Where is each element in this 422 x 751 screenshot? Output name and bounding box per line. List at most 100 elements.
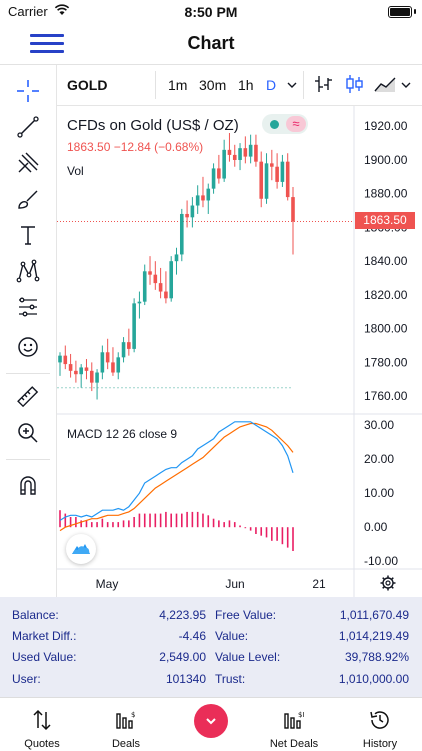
tab-label: Net Deals <box>269 738 319 750</box>
macd-histogram-bar <box>191 511 194 528</box>
clock: 8:50 PM <box>184 4 238 20</box>
trend-line-icon[interactable] <box>0 109 56 145</box>
macd-legend: MACD 12 26 close 9 <box>67 427 178 441</box>
prediction-icon[interactable] <box>0 289 56 325</box>
svg-text:$I: $I <box>298 711 305 719</box>
tab-history[interactable]: History <box>338 698 422 751</box>
macd-histogram-bar <box>143 513 146 528</box>
macd-histogram-bar <box>96 522 98 528</box>
candle-body <box>68 364 73 371</box>
price-tick-label: 1800.00 <box>364 322 408 336</box>
macd-histogram-bar <box>90 522 93 528</box>
candle-body <box>137 301 142 304</box>
toolbar-divider <box>6 373 50 374</box>
tab-net-deals[interactable]: $I Net Deals <box>252 698 336 751</box>
candle-body <box>227 149 232 155</box>
candle-chart-icon[interactable] <box>343 73 365 95</box>
price-tick-label: 1820.00 <box>364 288 408 302</box>
free-value-label: Free Value: <box>215 608 277 622</box>
time-tick-label: Jun <box>225 577 244 591</box>
pitchfork-icon[interactable] <box>0 145 56 181</box>
macd-histogram-bar <box>64 513 67 528</box>
area-chart-icon[interactable] <box>373 73 397 95</box>
chevron-down-icon[interactable] <box>401 81 411 89</box>
time-tick-label: May <box>96 577 119 591</box>
macd-histogram-bar <box>212 518 215 528</box>
settings-icon[interactable] <box>380 575 396 591</box>
price-tick-label: 1920.00 <box>364 119 408 133</box>
macd-histogram-bar <box>128 520 130 528</box>
price-tick-label: 1760.00 <box>364 389 408 403</box>
zoom-in-icon[interactable] <box>0 415 56 451</box>
candle-body <box>58 355 62 363</box>
tradingview-logo-icon[interactable] <box>66 534 96 564</box>
bar-chart-icon[interactable] <box>313 73 335 95</box>
tab-quotes[interactable]: Quotes <box>0 698 84 751</box>
macd-histogram-bar <box>218 520 220 528</box>
candle-body <box>121 342 126 358</box>
price-tick-label: 1900.00 <box>364 153 408 167</box>
timeframe-30m[interactable]: 30m <box>199 77 227 93</box>
macd-histogram-bar <box>255 527 257 534</box>
macd-histogram-bar <box>228 520 231 528</box>
deals-icon: $ <box>116 711 135 729</box>
last-price-tag: 1863.50 <box>355 212 415 229</box>
macd-line <box>59 421 294 521</box>
crosshair-icon[interactable] <box>0 73 56 109</box>
user-label: User: <box>12 672 41 686</box>
candle-body <box>89 370 94 383</box>
market-diff-label: Market Diff.: <box>12 629 77 643</box>
price-chart[interactable]: 1920.001900.001880.001860.001840.001820.… <box>57 106 422 597</box>
symbol-selector[interactable]: GOLD <box>67 77 108 93</box>
history-icon <box>370 711 389 729</box>
account-row: User: 101340 Trust: 1,010,000.00 <box>0 669 422 690</box>
candle-body <box>158 283 163 292</box>
market-diff-value: -4.46 <box>178 629 206 643</box>
legend-toggle[interactable]: ≈ <box>262 114 308 134</box>
candle-body <box>111 362 115 373</box>
ruler-icon[interactable] <box>0 379 56 415</box>
macd-tick-label: 10.00 <box>364 486 394 500</box>
chevron-down-icon[interactable] <box>287 81 297 89</box>
candle-body <box>264 163 269 199</box>
candle-body <box>132 303 136 349</box>
timeframe-1h[interactable]: 1h <box>238 77 254 93</box>
timeframe-d[interactable]: D <box>266 77 277 93</box>
account-summary: Balance: 4,223.95 Free Value: 1,011,670.… <box>0 597 422 697</box>
wave-icon[interactable]: ≈ <box>286 116 306 132</box>
macd-histogram-bar <box>276 527 278 541</box>
toolbar-divider <box>6 459 50 460</box>
center-action-button[interactable] <box>194 704 228 738</box>
candle-body <box>217 168 221 179</box>
drawing-toolbar <box>0 65 57 597</box>
emoji-icon[interactable] <box>0 329 56 365</box>
macd-histogram-bar <box>286 527 289 548</box>
macd-histogram-bar <box>196 511 199 528</box>
text-icon[interactable] <box>0 217 56 253</box>
timeframe-1m[interactable]: 1m <box>168 77 188 93</box>
trust-label: Trust: <box>215 672 246 686</box>
account-row: Balance: 4,223.95 Free Value: 1,011,670.… <box>0 605 422 626</box>
candle-body <box>179 213 184 255</box>
user-value: 101340 <box>165 672 206 686</box>
account-row: Used Value: 2,549.00 Value Level: 39,788… <box>0 647 422 668</box>
value-value: 1,014,219.49 <box>338 629 409 643</box>
menu-icon[interactable] <box>30 33 64 55</box>
pattern-icon[interactable] <box>0 253 56 289</box>
candle-body <box>185 213 189 218</box>
macd-histogram-bar <box>207 515 210 528</box>
net-deals-icon: $I <box>284 711 305 729</box>
brush-icon[interactable] <box>0 181 56 217</box>
tab-deals[interactable]: $ Deals <box>84 698 168 751</box>
candle-body <box>222 149 226 179</box>
magnet-icon[interactable] <box>0 467 56 503</box>
candle-body <box>285 161 290 198</box>
candle-body <box>195 195 200 206</box>
macd-histogram-bar <box>271 527 273 541</box>
price-tick-label: 1840.00 <box>364 254 408 268</box>
svg-text:$: $ <box>131 711 135 719</box>
candle-body <box>280 161 285 182</box>
chart-top-bar: GOLD 1m 30m 1h D <box>57 65 422 106</box>
balance-value: 4,223.95 <box>159 608 206 622</box>
value-level-value: 39,788.92% <box>344 650 409 664</box>
